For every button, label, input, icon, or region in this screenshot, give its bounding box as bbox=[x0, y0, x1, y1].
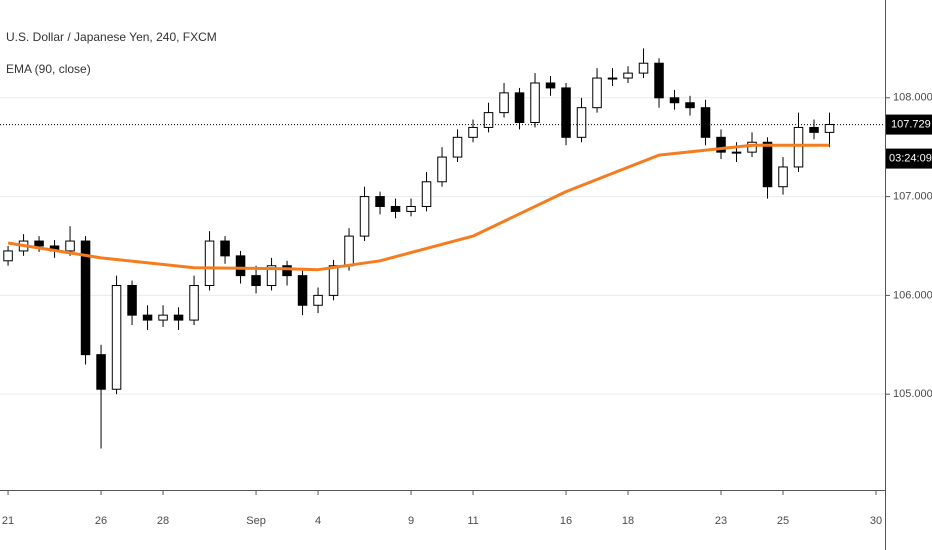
candle-body bbox=[809, 126, 819, 133]
candle-body bbox=[34, 240, 44, 247]
candle-body bbox=[793, 126, 804, 168]
x-tick-label: 23 bbox=[715, 515, 727, 527]
candle-body bbox=[607, 77, 618, 80]
candle-body bbox=[437, 156, 447, 183]
candle-body bbox=[685, 102, 695, 109]
candle-body bbox=[142, 314, 153, 321]
candle-body bbox=[65, 240, 75, 252]
candle-body bbox=[375, 196, 385, 207]
y-tick-label: 105.000 bbox=[893, 388, 932, 400]
candle-body bbox=[3, 250, 13, 262]
candle-body bbox=[654, 62, 664, 99]
candle-body bbox=[266, 265, 277, 287]
candle-body bbox=[669, 97, 680, 104]
candle-body bbox=[530, 82, 540, 123]
y-tick-label: 108.000 bbox=[893, 92, 932, 104]
candle-body bbox=[716, 136, 726, 153]
candle-body bbox=[747, 141, 757, 153]
candle-body bbox=[778, 166, 788, 188]
candle-body bbox=[313, 294, 323, 306]
candle-body bbox=[111, 285, 122, 390]
candle-body bbox=[328, 265, 339, 296]
ema-line bbox=[7, 143, 830, 272]
candle-body bbox=[173, 314, 184, 321]
x-tick-label: 18 bbox=[622, 515, 634, 527]
candle-body bbox=[824, 123, 835, 133]
x-tick-label: 25 bbox=[777, 515, 789, 527]
candle-body bbox=[592, 77, 602, 109]
candle-body bbox=[235, 255, 246, 277]
x-tick-label: 21 bbox=[2, 515, 14, 527]
x-tick-label: 4 bbox=[315, 515, 321, 527]
candle-body bbox=[251, 275, 261, 287]
candle-body bbox=[406, 205, 416, 212]
candle-body bbox=[483, 112, 494, 128]
candle-body bbox=[390, 205, 401, 212]
candle-body bbox=[359, 196, 370, 237]
candle-body bbox=[297, 275, 308, 306]
candle-body bbox=[514, 92, 525, 123]
candle-body bbox=[561, 87, 571, 138]
candle-body bbox=[731, 151, 742, 154]
candle-body bbox=[700, 107, 711, 138]
candle-body bbox=[452, 136, 463, 158]
candle-body bbox=[468, 126, 478, 138]
candle-body bbox=[282, 265, 292, 277]
x-tick-label: 28 bbox=[157, 515, 169, 527]
x-tick-label: 26 bbox=[95, 515, 107, 527]
candle-body bbox=[80, 240, 91, 356]
indicator-label: EMA (90, close) bbox=[6, 62, 91, 76]
x-tick-label: 9 bbox=[408, 515, 414, 527]
y-tick-label: 106.000 bbox=[893, 289, 932, 301]
x-tick-label: Sep bbox=[246, 515, 266, 527]
candle-body bbox=[96, 354, 106, 390]
candle-body bbox=[421, 181, 432, 207]
candle-body bbox=[127, 285, 137, 316]
candle-body bbox=[189, 285, 199, 321]
candle-body bbox=[545, 82, 556, 89]
candle-body bbox=[762, 141, 773, 188]
x-tick-label: 16 bbox=[560, 515, 572, 527]
x-tick-label: 11 bbox=[467, 515, 478, 527]
chart-title: U.S. Dollar / Japanese Yen, 240, FXCM bbox=[6, 30, 217, 44]
candle-body bbox=[623, 72, 633, 79]
last-price-label: 107.729 bbox=[891, 118, 931, 130]
last-price-box bbox=[886, 114, 932, 135]
x-tick-label: 30 bbox=[870, 515, 882, 527]
candle-body bbox=[220, 240, 230, 257]
candle-body bbox=[576, 107, 587, 138]
y-tick-label: 107.000 bbox=[893, 190, 932, 202]
candle-body bbox=[158, 314, 168, 321]
candle-body bbox=[204, 240, 215, 287]
candle-body bbox=[344, 235, 354, 267]
countdown-label: 03:24:09 bbox=[889, 152, 932, 164]
countdown-box bbox=[886, 148, 932, 169]
candle-body bbox=[638, 62, 649, 74]
candle-body bbox=[499, 92, 509, 114]
